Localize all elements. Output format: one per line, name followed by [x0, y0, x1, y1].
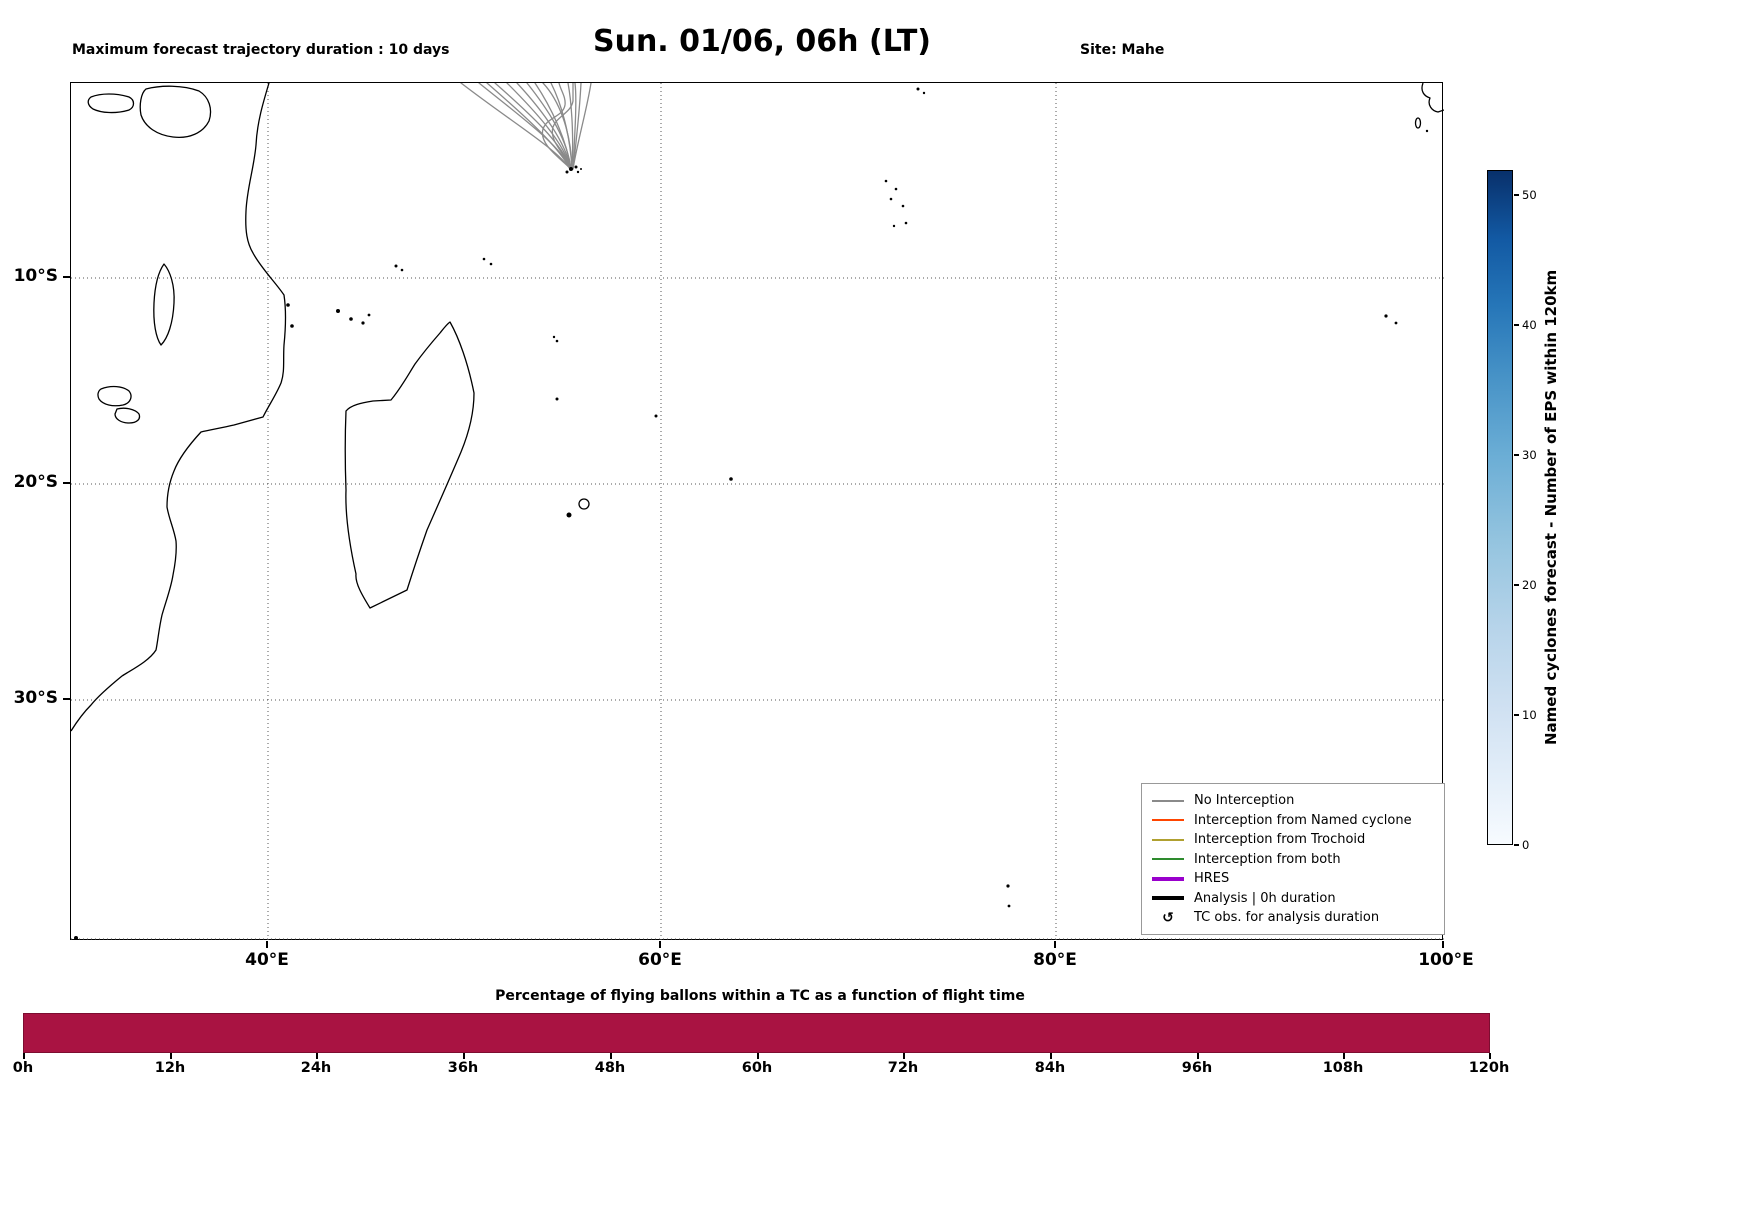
legend-label: Interception from Trochoid	[1194, 832, 1366, 848]
legend-label: TC obs. for analysis duration	[1194, 910, 1380, 926]
ytick-mark	[63, 698, 70, 700]
bottom-tick-mark	[610, 1053, 612, 1059]
legend-row-hres: HRES	[1152, 869, 1434, 889]
legend-row-analysis: Analysis | 0h duration	[1152, 889, 1434, 909]
legend-row-no-interception: No Interception	[1152, 791, 1434, 811]
bottom-tick-60h: 60h	[741, 1060, 773, 1076]
legend-line-gray	[1152, 799, 1184, 802]
legend-label: Interception from Named cyclone	[1194, 812, 1412, 828]
bottom-tick-120h: 120h	[1468, 1060, 1510, 1076]
bottom-tick-84h: 84h	[1034, 1060, 1066, 1076]
islands	[74, 87, 1429, 940]
bottom-tick-mark	[903, 1053, 905, 1059]
deployment-site-marker	[565, 165, 582, 174]
legend-line-orangered	[1152, 819, 1184, 822]
colorbar-tick-mark	[1514, 584, 1519, 586]
legend-line-purple	[1152, 876, 1184, 881]
coastlines	[71, 83, 1444, 732]
colorbar	[1487, 170, 1513, 845]
colorbar-tick-mark	[1514, 194, 1519, 196]
colorbar-tick-50: 50	[1522, 188, 1537, 202]
colorbar-tick-10: 10	[1522, 708, 1537, 722]
figure-title: Sun. 01/06, 06h (LT)	[592, 24, 932, 59]
colorbar-tick-0: 0	[1522, 838, 1530, 852]
legend-line-green	[1152, 858, 1184, 861]
xtick-60e: 60°E	[638, 950, 682, 970]
colorbar-tick-20: 20	[1522, 578, 1537, 592]
bottom-tick-mark	[1489, 1053, 1491, 1059]
colorbar-tick-mark	[1514, 324, 1519, 326]
legend-line-black	[1152, 896, 1184, 901]
bottom-tick-96h: 96h	[1181, 1060, 1213, 1076]
ytick-mark	[63, 276, 70, 278]
colorbar-tick-mark	[1514, 844, 1519, 846]
map-legend: No Interception Interception from Named …	[1141, 783, 1445, 935]
xtick-mark	[266, 941, 268, 948]
colorbar-tick-mark	[1514, 714, 1519, 716]
xtick-mark	[1054, 941, 1056, 948]
bottom-tick-mark	[1050, 1053, 1052, 1059]
xtick-100e: 100°E	[1418, 950, 1474, 970]
xtick-40e: 40°E	[245, 950, 289, 970]
bottom-tick-mark	[757, 1053, 759, 1059]
ytick-mark	[63, 482, 70, 484]
bottom-tick-36h: 36h	[447, 1060, 479, 1076]
legend-label: HRES	[1194, 871, 1230, 887]
xtick-80e: 80°E	[1033, 950, 1077, 970]
bottom-tick-mark	[463, 1053, 465, 1059]
colorbar-axis-label: Named cyclones forecast - Number of EPS …	[1542, 269, 1560, 746]
param-line-duration: Maximum forecast trajectory duration : 1…	[72, 42, 450, 58]
bottom-tick-mark	[1343, 1053, 1345, 1059]
legend-label: Interception from both	[1194, 851, 1341, 867]
bottom-tick-0h: 0h	[12, 1060, 34, 1076]
legend-row-both: Interception from both	[1152, 850, 1434, 870]
bottom-tick-mark	[1197, 1053, 1199, 1059]
colorbar-tick-mark	[1514, 454, 1519, 456]
bottom-chart-title: Percentage of flying ballons within a TC…	[495, 988, 1025, 1004]
legend-row-tc-obs: ↺ TC obs. for analysis duration	[1152, 908, 1434, 928]
bottom-tick-12h: 12h	[154, 1060, 186, 1076]
bottom-tick-48h: 48h	[594, 1060, 626, 1076]
legend-label: Analysis | 0h duration	[1194, 890, 1336, 906]
info-line-site: Site: Mahe	[1080, 42, 1165, 58]
tc-obs-icon: ↺	[1162, 909, 1174, 926]
legend-row-trochoid: Interception from Trochoid	[1152, 830, 1434, 850]
trajectory-map: No Interception Interception from Named …	[70, 82, 1445, 941]
bottom-tick-mark	[316, 1053, 318, 1059]
legend-label: No Interception	[1194, 793, 1295, 809]
ytick-30s: 30°S	[13, 688, 58, 708]
xtick-mark	[1442, 941, 1444, 948]
gridlines	[71, 83, 1444, 941]
legend-row-named-cyclone: Interception from Named cyclone	[1152, 811, 1434, 831]
map-canvas	[71, 83, 1444, 941]
balloon-trajectories	[460, 83, 592, 170]
ytick-10s: 10°S	[13, 266, 58, 286]
bottom-tick-24h: 24h	[300, 1060, 332, 1076]
colorbar-tick-30: 30	[1522, 448, 1537, 462]
bottom-tick-108h: 108h	[1322, 1060, 1364, 1076]
bottom-tick-72h: 72h	[887, 1060, 919, 1076]
ytick-20s: 20°S	[13, 472, 58, 492]
bottom-tick-mark	[170, 1053, 172, 1059]
xtick-mark	[659, 941, 661, 948]
tc-percentage-bar	[23, 1013, 1490, 1053]
legend-line-darkyellow	[1152, 838, 1184, 841]
colorbar-tick-40: 40	[1522, 318, 1537, 332]
bottom-tick-mark	[23, 1053, 25, 1059]
